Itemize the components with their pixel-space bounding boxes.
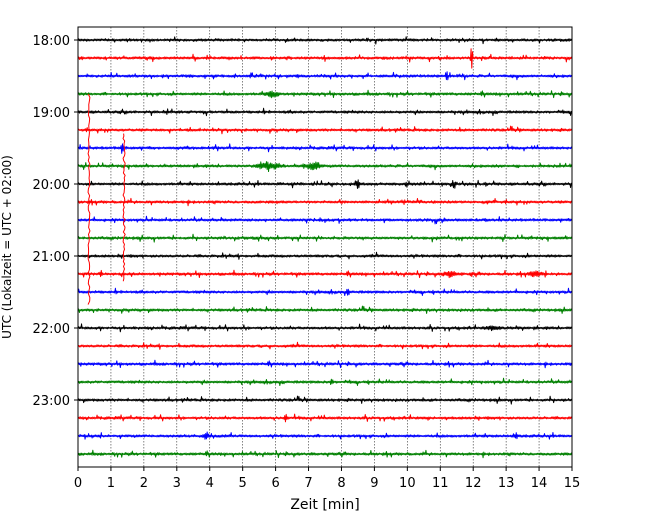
grid-lines (110, 27, 540, 467)
trace-19:45 (77, 161, 573, 173)
trace-23:30 (77, 431, 573, 440)
x-tick-label-9: 9 (370, 476, 378, 491)
long-spike-1 (87, 93, 91, 305)
trace-22:45 (77, 377, 573, 387)
x-tick-label-15: 15 (564, 476, 581, 491)
x-tick-label-8: 8 (337, 476, 345, 491)
trace-18:15 (77, 48, 573, 69)
x-tick-label-7: 7 (304, 476, 312, 491)
trace-21:30 (77, 287, 573, 297)
y-tick-label-18:00: 18:00 (33, 34, 70, 49)
trace-20:30 (77, 215, 573, 225)
y-tick-label-22:00: 22:00 (33, 322, 70, 337)
trace-18:45 (77, 89, 573, 99)
x-tick-label-2: 2 (140, 476, 148, 491)
plot-frame (77, 26, 573, 468)
trace-20:00 (77, 179, 573, 189)
trace-23:45 (77, 449, 573, 459)
x-tick-label-13: 13 (498, 476, 515, 491)
trace-22:30 (77, 359, 573, 369)
trace-22:00 (77, 323, 573, 333)
trace-21:45 (77, 305, 573, 314)
x-tick-label-0: 0 (74, 476, 82, 491)
trace-21:00 (77, 251, 573, 260)
y-axis: 18:00 19:00 20:00 21:00 22:00 23:00 (33, 34, 78, 409)
x-tick-label-10: 10 (399, 476, 416, 491)
x-tick-label-3: 3 (173, 476, 181, 491)
x-tick-label-1: 1 (107, 476, 115, 491)
trace-19:00 (77, 107, 573, 117)
x-axis: 0 1 2 3 4 5 6 7 8 9 10 11 12 13 14 15 (74, 467, 580, 491)
trace-22:15 (77, 341, 573, 350)
y-tick-label-20:00: 20:00 (33, 178, 70, 193)
x-tick-label-12: 12 (465, 476, 482, 491)
trace-19:30 (77, 143, 573, 154)
trace-18:00 (77, 36, 573, 45)
x-axis-title: Zeit [min] (290, 497, 359, 513)
y-tick-label-19:00: 19:00 (33, 106, 70, 121)
x-tick-label-4: 4 (206, 476, 214, 491)
long-spike-2 (122, 133, 126, 282)
trace-21:15 (77, 269, 573, 279)
trace-18:30 (77, 71, 573, 81)
y-axis-title: UTC (Lokalzeit = UTC + 02:00) (0, 155, 14, 339)
trace-19:15 (77, 125, 573, 135)
y-tick-label-21:00: 21:00 (33, 250, 70, 265)
y-tick-label-23:00: 23:00 (33, 394, 70, 409)
trace-20:15 (77, 197, 573, 207)
trace-23:00 (77, 395, 573, 405)
trace-23:15 (77, 413, 573, 423)
x-tick-label-11: 11 (432, 476, 449, 491)
trace-20:45 (77, 233, 573, 243)
seismic-traces (77, 36, 573, 459)
x-tick-label-14: 14 (531, 476, 548, 491)
cross-row-spikes (87, 93, 126, 305)
x-tick-label-6: 6 (271, 476, 279, 491)
x-tick-label-5: 5 (239, 476, 247, 491)
